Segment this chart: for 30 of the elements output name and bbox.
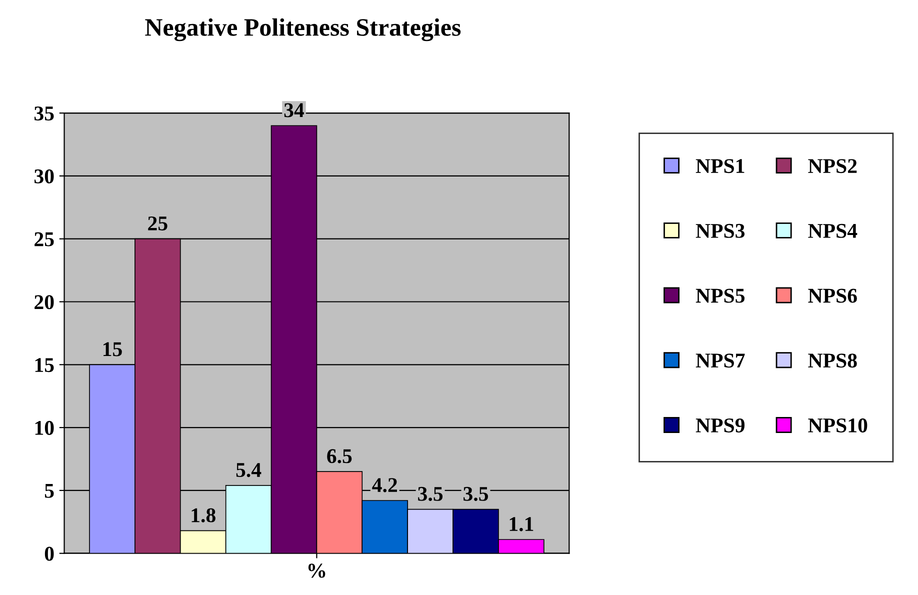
legend-label: NPS2 [808,159,857,174]
y-tick-label: 15 [35,358,54,372]
legend-label: NPS6 [808,288,857,303]
data-label: 4.2 [372,478,397,492]
data-label: 34 [284,103,304,118]
y-tick-label: 35 [34,106,54,120]
legend-label: NPS1 [696,159,744,174]
data-label: 3.5 [464,486,488,502]
data-label: 15 [103,342,122,356]
y-tick-label: 0 [44,546,54,561]
data-label: 25 [148,216,168,230]
legend-label: NPS7 [696,354,745,368]
data-label: 1.8 [192,508,216,522]
y-tick-label: 5 [44,484,54,498]
x-tick-label: % [308,564,326,578]
chart-title: Negative Politeness Strategies [145,18,461,42]
y-tick-label: 10 [35,420,54,435]
data-label: 3.5 [418,486,443,502]
legend-label: NPS8 [808,354,857,368]
legend-label: NPS5 [696,288,745,303]
data-label: 6.5 [327,449,352,464]
legend-label: NPS4 [808,224,858,238]
legend-label: NPS10 [808,418,868,432]
legend-label: NPS3 [696,224,745,238]
y-tick-label: 30 [34,169,54,184]
y-tick-label: 25 [34,232,54,246]
data-label: 1.1 [510,517,534,532]
y-tick-label: 20 [34,295,54,310]
legend-label: NPS9 [696,418,745,432]
data-label: 5.4 [236,463,262,478]
